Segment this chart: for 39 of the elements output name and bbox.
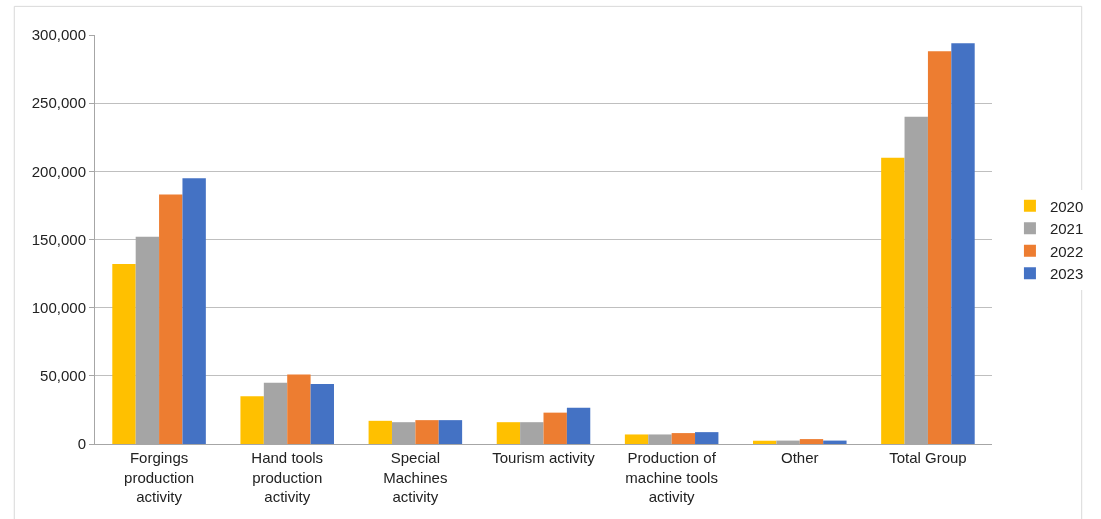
legend-label: 2021	[1049, 220, 1084, 238]
x-tick-label: Hand tools production activity	[251, 449, 324, 505]
x-tick-label: Forgings production activity	[124, 449, 195, 505]
bar	[624, 434, 649, 444]
y-tick-label: 150,000	[31, 230, 86, 248]
bar	[438, 420, 463, 444]
bar	[823, 440, 847, 444]
bar	[112, 264, 136, 444]
bar	[240, 396, 264, 444]
legend-label: 2020	[1049, 197, 1084, 215]
bar	[799, 439, 824, 444]
x-tick-label: Other	[781, 449, 819, 466]
bar	[695, 432, 719, 444]
y-tick-label: 200,000	[31, 162, 86, 180]
x-tick-label: Total Group	[889, 449, 967, 466]
legend-label: 2023	[1049, 265, 1084, 283]
bar	[182, 178, 206, 444]
y-tick-label: 50,000	[40, 367, 86, 385]
bar	[415, 420, 439, 444]
bar	[543, 412, 567, 444]
y-tick-label: 300,000	[31, 26, 86, 44]
x-tick-label: Production of machine tools activity	[625, 449, 718, 505]
bar	[927, 51, 952, 444]
bar	[159, 194, 183, 444]
x-tick-label: Tourism activity	[492, 449, 596, 466]
bar	[496, 422, 521, 444]
bar	[753, 440, 777, 444]
bar	[368, 420, 392, 444]
bar	[881, 157, 905, 444]
y-tick-label: 250,000	[31, 94, 86, 112]
x-tick-label: Special Machines activity	[383, 449, 448, 505]
bar	[951, 43, 975, 444]
legend-label: 2022	[1049, 242, 1084, 260]
bar	[566, 407, 591, 444]
bar	[287, 374, 311, 444]
y-tick-label: 100,000	[31, 298, 86, 316]
bar	[310, 384, 334, 444]
y-tick-label: 0	[77, 435, 86, 453]
bar	[671, 433, 696, 444]
